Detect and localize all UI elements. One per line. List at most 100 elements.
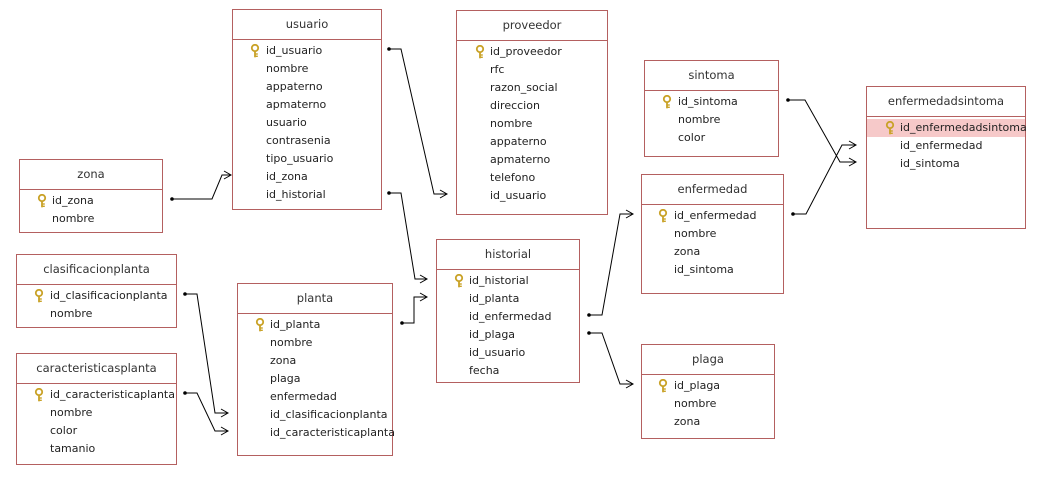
table-clasificacionplanta[interactable]: clasificacionplanta id_clasificacionplan… [16, 254, 177, 328]
field-row[interactable]: color [17, 422, 176, 440]
field-row[interactable]: razon_social [457, 79, 607, 97]
field-row[interactable]: id_historial [437, 272, 579, 290]
field-row[interactable]: nombre [642, 225, 783, 243]
field-name: nombre [490, 117, 533, 130]
field-row[interactable]: id_plaga [437, 326, 579, 344]
field-row[interactable]: nombre [17, 305, 176, 323]
field-name: nombre [50, 406, 93, 419]
field-list: id_enfermedadsintoma id_enfermedad id_sint… [867, 117, 1027, 173]
field-name: id_enfermedad [469, 310, 552, 323]
field-row[interactable]: id_zona [233, 168, 381, 186]
table-enfermedad[interactable]: enfermedad id_enfermedad nombre zona id_sin… [641, 174, 784, 294]
field-row[interactable]: fecha [437, 362, 579, 380]
field-name: id_clasificacionplanta [50, 289, 168, 302]
relationship-planta-historial[interactable] [402, 296, 427, 324]
table-historial[interactable]: historial id_historial id_planta id_enferm… [436, 239, 580, 383]
field-row[interactable]: nombre [642, 395, 774, 413]
field-row[interactable]: id_enfermedad [642, 207, 783, 225]
field-row[interactable]: direccion [457, 97, 607, 115]
field-row[interactable]: id_historial [233, 186, 381, 204]
table-title: zona [20, 160, 162, 190]
field-row[interactable]: tipo_usuario [233, 150, 381, 168]
field-row[interactable]: id_caracteristicaplanta [17, 386, 176, 404]
table-title: caracteristicasplanta [17, 354, 176, 384]
field-row[interactable]: id_zona [20, 192, 162, 210]
relationship-historial-enfermedad[interactable] [589, 213, 633, 316]
field-row[interactable]: nombre [17, 404, 176, 422]
relationship-zona-usuario[interactable] [172, 174, 231, 200]
field-name: enfermedad [270, 390, 337, 403]
field-row[interactable]: id_clasificacionplanta [238, 406, 392, 424]
field-row[interactable]: id_usuario [437, 344, 579, 362]
field-name: id_usuario [469, 346, 526, 359]
field-row[interactable]: tamanio [17, 440, 176, 458]
key-icon [658, 208, 668, 223]
field-row[interactable]: enfermedad [238, 388, 392, 406]
table-title: planta [238, 284, 392, 314]
field-row[interactable]: nombre [238, 334, 392, 352]
field-row[interactable]: id_planta [437, 290, 579, 308]
field-name: color [678, 131, 706, 144]
field-row[interactable]: plaga [238, 370, 392, 388]
field-row[interactable]: id_enfermedad [437, 308, 579, 326]
field-row[interactable]: apmaterno [233, 96, 381, 114]
relationship-caracteristicasplanta-planta[interactable] [185, 392, 228, 432]
field-row[interactable]: appaterno [233, 78, 381, 96]
key-icon [255, 317, 265, 332]
table-plaga[interactable]: plaga id_plaga nombre zona [641, 344, 775, 439]
field-row[interactable]: appaterno [457, 133, 607, 151]
table-planta[interactable]: planta id_planta nombre zona plaga enfermeda… [237, 283, 395, 456]
relationship-usuario-historial[interactable] [389, 192, 427, 280]
table-proveedor[interactable]: proveedor id_proveedor rfc razon_social dir… [456, 10, 608, 215]
field-row[interactable]: id_proveedor [457, 43, 607, 61]
relationship-enfermedad-enfermedadsintoma[interactable] [793, 144, 856, 215]
field-row[interactable]: rfc [457, 61, 607, 79]
field-name: zona [270, 354, 297, 367]
field-list: id_sintoma nombre color [645, 91, 778, 147]
table-title: proveedor [457, 11, 607, 41]
field-row[interactable]: zona [238, 352, 392, 370]
field-row[interactable]: telefono [457, 169, 607, 187]
field-row[interactable]: id_plaga [642, 377, 774, 395]
field-name: appaterno [490, 135, 547, 148]
field-row[interactable]: id_sintoma [645, 93, 778, 111]
field-row[interactable]: usuario [233, 114, 381, 132]
field-row[interactable]: nombre [233, 60, 381, 78]
table-caracteristicasplanta[interactable]: caracteristicasplanta id_caracteristicap… [16, 353, 177, 465]
table-enfermedadsintoma[interactable]: enfermedadsintoma id_enfermedadsintoma id… [866, 86, 1027, 229]
field-row[interactable]: id_planta [238, 316, 392, 334]
relationship-usuario-proveedor[interactable] [389, 48, 447, 195]
table-title: clasificacionplanta [17, 255, 176, 285]
table-sintoma[interactable]: sintoma id_sintoma nombre color [644, 60, 779, 157]
field-name: id_caracteristicaplanta [50, 388, 175, 401]
field-row[interactable]: id_caracteristicaplanta [238, 424, 395, 442]
field-row[interactable]: nombre [457, 115, 607, 133]
field-row[interactable]: color [645, 129, 778, 147]
table-title: plaga [642, 345, 774, 375]
field-row[interactable]: id_enfermedadsintoma [867, 119, 1027, 137]
field-row[interactable]: nombre [645, 111, 778, 129]
field-name: usuario [266, 116, 307, 129]
field-name: id_caracteristicaplanta [270, 426, 395, 439]
relationship-sintoma-enfermedadsintoma[interactable] [788, 99, 856, 163]
field-name: zona [674, 415, 701, 428]
field-row[interactable]: id_enfermedad [867, 137, 1025, 155]
field-row[interactable]: id_usuario [233, 42, 381, 60]
field-name: nombre [52, 212, 95, 225]
field-row[interactable]: zona [642, 243, 783, 261]
field-row[interactable]: id_sintoma [642, 261, 783, 279]
field-row[interactable]: apmaterno [457, 151, 607, 169]
field-list: id_plaga nombre zona [642, 375, 774, 431]
table-usuario[interactable]: usuario id_usuario nombre appaterno apmater… [232, 9, 382, 210]
field-row[interactable]: nombre [20, 210, 162, 228]
relationship-historial-plaga[interactable] [589, 332, 633, 385]
field-row[interactable]: id_clasificacionplanta [17, 287, 176, 305]
field-row[interactable]: zona [642, 413, 774, 431]
field-name: id_usuario [490, 189, 547, 202]
relationship-clasificacionplanta-planta[interactable] [185, 293, 228, 414]
field-row[interactable]: id_sintoma [867, 155, 1025, 173]
field-row[interactable]: contrasenia [233, 132, 381, 150]
field-row[interactable]: id_usuario [457, 187, 607, 205]
